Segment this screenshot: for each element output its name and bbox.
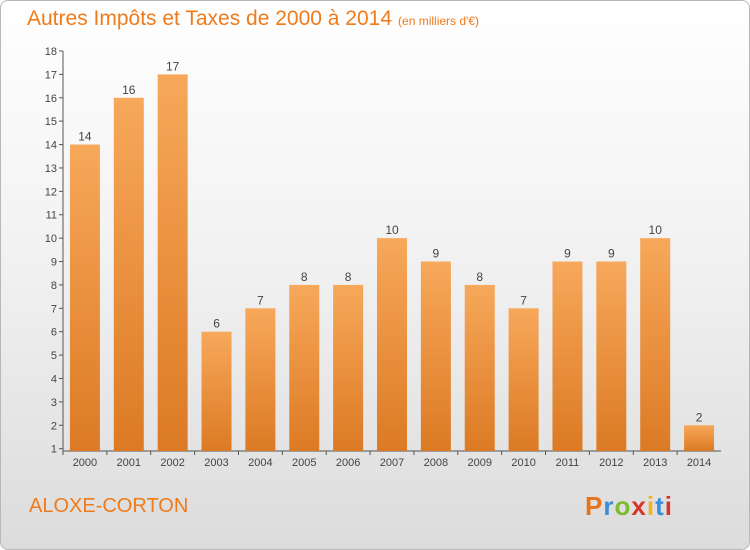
y-tick-label: 3 [51,397,57,409]
x-tick-label: 2003 [204,457,228,469]
x-tick-label: 2006 [336,457,360,469]
bar [113,97,144,451]
y-tick-label: 12 [45,186,57,198]
x-tick-label: 2000 [73,457,97,469]
x-tick-label: 2011 [556,457,580,469]
logo-letter: o [614,491,632,521]
logo-letter: t [655,491,665,521]
chart-title-text: Autres Impôts et Taxes de 2000 à 2014 [27,7,393,30]
bar [596,261,627,451]
data-label: 2 [696,410,703,424]
x-tick-label: 2012 [599,457,623,469]
x-tick-label: 2013 [643,457,667,469]
logo-letter: x [631,491,647,521]
bar [640,238,671,451]
data-label: 10 [649,223,663,237]
logo-letter: P [585,491,604,521]
y-tick-label: 1 [51,444,57,456]
x-tick-label: 2001 [117,457,141,469]
x-tick-label: 2009 [467,457,491,469]
logo-letter: i [664,491,673,521]
bar [377,238,407,451]
bar [157,74,188,451]
proxiti-logo: Proxiti [585,491,673,522]
logo-letter: r [603,491,615,521]
bar [289,284,320,451]
data-label: 10 [385,223,399,237]
data-label: 16 [122,83,136,97]
x-tick-label: 2004 [248,457,272,469]
bar [69,144,100,451]
data-label: 8 [345,270,352,284]
data-label: 6 [213,317,220,331]
data-label: 7 [257,293,264,307]
x-tick-label: 2010 [511,457,535,469]
bar [684,425,715,451]
data-label: 17 [166,59,180,73]
y-tick-label: 8 [51,280,57,292]
chart-subtitle: (en milliers d'€) [398,14,480,28]
y-tick-label: 6 [51,327,57,339]
bar [464,284,495,451]
y-tick-label: 16 [45,93,57,105]
y-tick-label: 17 [45,69,57,81]
x-tick-label: 2014 [687,457,711,469]
data-label: 7 [520,293,527,307]
y-tick-label: 4 [51,373,57,385]
logo-letter: i [646,491,656,521]
data-label: 9 [433,247,440,261]
data-label: 8 [301,270,308,284]
y-tick-label: 11 [46,210,57,222]
x-tick-label: 2008 [424,457,448,469]
chart-title: Autres Impôts et Taxes de 2000 à 2014 (en… [27,7,479,31]
y-tick-label: 10 [45,233,57,245]
data-label: 9 [608,247,615,261]
y-tick-label: 7 [51,303,57,315]
x-tick-label: 2007 [380,457,404,469]
y-tick-label: 14 [45,140,57,152]
y-tick-label: 15 [45,116,57,128]
y-tick-label: 18 [45,46,57,58]
data-label: 8 [476,270,483,284]
bar [245,308,276,451]
town-name: ALOXE-CORTON [29,495,189,517]
bar [420,261,451,451]
y-tick-label: 5 [51,350,57,362]
x-tick-label: 2002 [160,457,184,469]
y-tick-label: 13 [45,163,57,175]
data-label: 14 [78,130,92,144]
bar [333,284,364,451]
x-tick-label: 2005 [292,457,316,469]
data-label: 9 [564,247,571,261]
y-tick-label: 2 [51,420,57,432]
bar [552,261,583,451]
bar [201,331,232,451]
y-tick-label: 9 [51,257,57,269]
bar [508,308,539,451]
